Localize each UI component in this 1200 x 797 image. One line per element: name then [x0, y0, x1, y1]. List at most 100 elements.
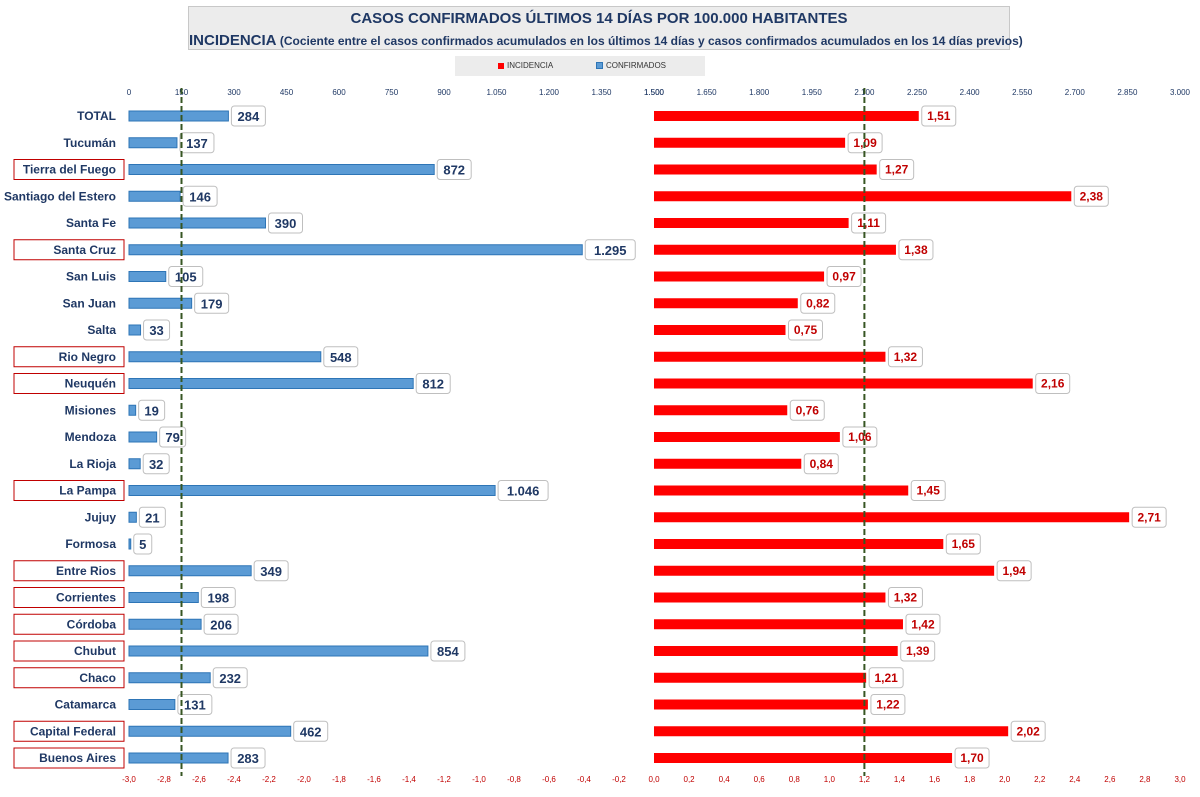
- data-label-incidencia: 1,94: [1002, 564, 1026, 578]
- data-label-confirmados: 390: [275, 216, 297, 231]
- bottom-tick-left: -1,2: [437, 775, 451, 784]
- data-label-incidencia: 1,42: [911, 617, 935, 631]
- category-label: Chubut: [74, 644, 116, 658]
- bar-confirmados: [128, 485, 496, 496]
- data-label-box-incidencia: [1073, 185, 1109, 207]
- bottom-tick-incidencia: 2,0: [999, 775, 1011, 784]
- category-label: San Juan: [63, 296, 116, 310]
- category-label: Capital Federal: [30, 724, 116, 738]
- bottom-tick-incidencia: 2,2: [1034, 775, 1046, 784]
- data-label-incidencia: 0,97: [832, 270, 856, 284]
- bottom-tick-incidencia: 0,8: [789, 775, 801, 784]
- category-label: Mendoza: [65, 430, 117, 444]
- category-label: Corrientes: [56, 591, 116, 605]
- bottom-tick-incidencia: 1,6: [929, 775, 941, 784]
- data-label-confirmados: 146: [189, 189, 211, 204]
- legend-label-incidencia: INCIDENCIA: [507, 61, 554, 70]
- data-label-box-confirmados: [230, 747, 266, 769]
- chart-legend: INCIDENCIA CONFIRMADOS: [455, 56, 705, 76]
- bar-confirmados: [128, 725, 292, 737]
- data-label-incidencia: 1,06: [848, 430, 872, 444]
- data-label-box-confirmados: [293, 720, 329, 742]
- data-label-box-incidencia: [789, 399, 825, 421]
- data-label-incidencia: 1,22: [876, 698, 900, 712]
- data-label-box-incidencia: [1010, 720, 1046, 742]
- data-label-box-incidencia: [826, 266, 862, 287]
- bar-incidencia: [654, 191, 1072, 202]
- bottom-tick-left: -1,8: [332, 775, 346, 784]
- top-tick-incidencia: 1.500: [644, 88, 665, 97]
- top-tick-incidencia: 1.950: [802, 88, 823, 97]
- top-tick-confirmados: 1.050: [486, 88, 507, 97]
- bar-incidencia: [654, 244, 896, 255]
- data-label-box-confirmados: [179, 132, 215, 154]
- data-label-box-confirmados: [268, 212, 303, 234]
- data-label-incidencia: 1,70: [960, 751, 984, 765]
- bar-incidencia: [654, 539, 944, 549]
- data-label-confirmados: 19: [144, 403, 158, 418]
- bar-confirmados: [128, 351, 322, 363]
- top-tick-confirmados: 600: [332, 88, 346, 97]
- bottom-tick-incidencia: 0,2: [684, 775, 696, 784]
- bar-incidencia: [654, 325, 786, 335]
- top-tick-incidencia: 1.650: [697, 88, 718, 97]
- bottom-tick-incidencia: 2,8: [1139, 775, 1151, 784]
- category-label: Córdoba: [67, 617, 117, 631]
- category-highlight-box: [13, 346, 125, 368]
- category-highlight-box: [13, 480, 125, 501]
- category-highlight-box: [13, 373, 125, 394]
- data-label-confirmados: 137: [186, 136, 208, 151]
- bar-incidencia: [654, 111, 919, 121]
- category-highlight-box: [13, 239, 125, 261]
- bottom-tick-incidencia: 0,0: [648, 775, 660, 784]
- bar-incidencia: [654, 351, 886, 362]
- bottom-tick-left: -0,4: [577, 775, 591, 784]
- data-label-incidencia: 2,02: [1016, 724, 1040, 738]
- category-label: Entre Rios: [56, 564, 116, 578]
- bar-incidencia: [654, 753, 953, 763]
- data-label-box-incidencia: [898, 239, 934, 261]
- bar-confirmados: [128, 110, 229, 122]
- bottom-tick-incidencia: 1,0: [824, 775, 836, 784]
- bar-incidencia: [654, 699, 868, 710]
- bar-confirmados: [128, 458, 141, 470]
- data-label-box-incidencia: [945, 533, 981, 555]
- data-label-confirmados: 812: [422, 377, 444, 392]
- data-label-incidencia: 1,27: [885, 163, 909, 177]
- data-label-incidencia: 0,82: [806, 296, 830, 310]
- data-label-box-confirmados: [212, 667, 248, 689]
- data-label-incidencia: 1,39: [906, 644, 930, 658]
- bottom-tick-incidencia: 1,2: [859, 775, 871, 784]
- top-tick-confirmados: 900: [437, 88, 451, 97]
- data-label-box-confirmados: [138, 399, 166, 421]
- data-label-box-confirmados: [138, 506, 166, 528]
- bottom-tick-left: -1,6: [367, 775, 381, 784]
- category-label: Chaco: [79, 671, 116, 685]
- data-label-box-incidencia: [1131, 506, 1167, 528]
- data-label-incidencia: 1,51: [927, 109, 951, 123]
- bottom-tick-left: -2,0: [297, 775, 311, 784]
- category-highlight-box: [13, 720, 125, 742]
- bottom-tick-left: -2,4: [227, 775, 241, 784]
- category-label: La Pampa: [59, 484, 116, 498]
- data-label-box-incidencia: [887, 346, 923, 368]
- bar-confirmados: [128, 217, 266, 229]
- top-tick-confirmados: 1.350: [591, 88, 612, 97]
- category-label: Tierra del Fuego: [23, 163, 116, 177]
- data-label-box-confirmados: [168, 266, 204, 287]
- bottom-tick-incidencia: 2,6: [1104, 775, 1116, 784]
- bar-incidencia: [654, 137, 846, 148]
- category-label: Buenos Aires: [39, 751, 116, 765]
- bar-incidencia: [654, 726, 1009, 737]
- top-tick-incidencia: 2.700: [1065, 88, 1086, 97]
- bottom-tick-left: -1,0: [472, 775, 486, 784]
- data-label-incidencia: 1,32: [894, 350, 918, 364]
- data-label-box-incidencia: [921, 105, 957, 127]
- data-label-confirmados: 1.295: [594, 243, 627, 258]
- data-label-confirmados: 33: [149, 323, 163, 338]
- bar-incidencia: [654, 592, 886, 603]
- bar-incidencia: [654, 405, 788, 416]
- bar-confirmados: [128, 699, 176, 710]
- data-label-confirmados: 206: [210, 617, 232, 632]
